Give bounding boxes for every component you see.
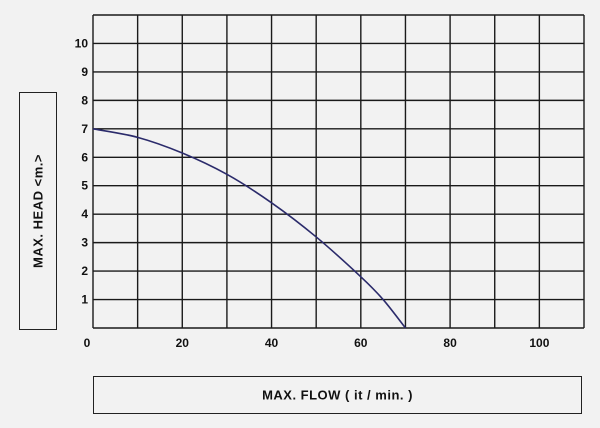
x-tick-label: 20: [176, 336, 190, 350]
y-tick-label: 10: [75, 36, 89, 50]
x-axis-label: MAX. FLOW ( it / min. ): [262, 387, 413, 403]
x-tick-label: 0: [84, 336, 91, 350]
x-tick-label: 40: [265, 336, 279, 350]
x-axis-label-box: MAX. FLOW ( it / min. ): [93, 376, 582, 414]
x-tick-label: 80: [443, 336, 457, 350]
series-line: [92, 128, 407, 329]
y-axis-label-box: MAX. HEAD <m.>: [19, 92, 57, 330]
y-tick-label: 3: [81, 236, 88, 250]
x-tick-label: 60: [354, 336, 368, 350]
y-axis-label: MAX. HEAD <m.>: [30, 154, 46, 268]
y-tick-label: 4: [81, 207, 88, 221]
y-tick-label: 7: [81, 122, 88, 136]
y-tick-label: 8: [81, 93, 88, 107]
y-tick-label: 5: [81, 179, 88, 193]
y-tick-label: 9: [81, 65, 88, 79]
y-tick-label: 6: [81, 150, 88, 164]
y-tick-label: 2: [81, 264, 88, 278]
y-tick-label: 1: [81, 293, 88, 307]
x-tick-label: 100: [529, 336, 549, 350]
